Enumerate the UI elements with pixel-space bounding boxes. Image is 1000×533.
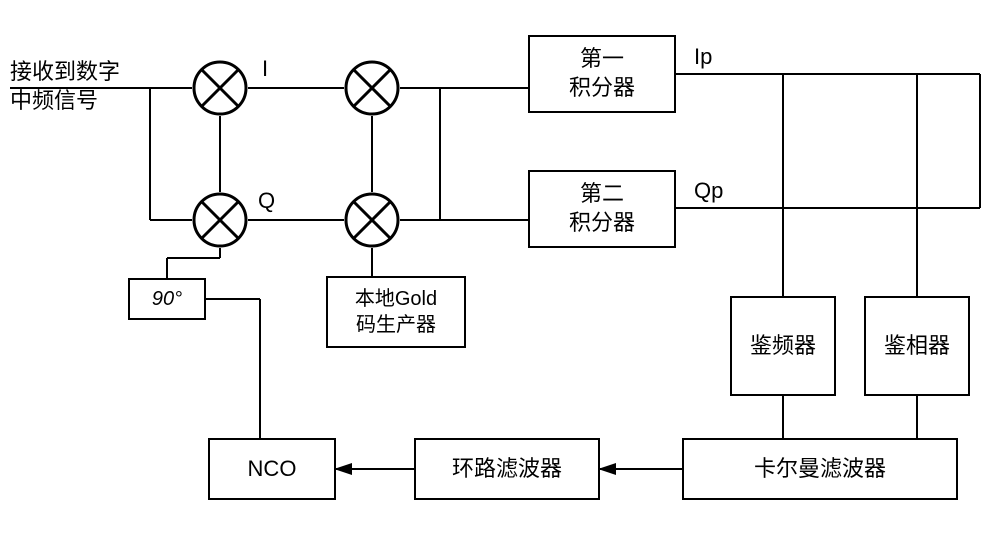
gold-code-block: 本地Gold 码生产器 bbox=[326, 276, 466, 348]
integrator-1-block: 第一 积分器 bbox=[528, 35, 676, 113]
input-signal-label: 接收到数字 中频信号 bbox=[10, 58, 120, 115]
signal-label-ip: Ip bbox=[694, 44, 712, 70]
signal-label-i: I bbox=[262, 56, 268, 82]
integrator-2-block: 第二 积分器 bbox=[528, 170, 676, 248]
mixer-3 bbox=[192, 192, 248, 248]
nco-block: NCO bbox=[208, 438, 336, 500]
freq-discriminator-block: 鉴频器 bbox=[730, 296, 836, 396]
mixer-2 bbox=[344, 60, 400, 116]
phase-discriminator-block: 鉴相器 bbox=[864, 296, 970, 396]
kalman-filter-block: 卡尔曼滤波器 bbox=[682, 438, 958, 500]
signal-label-q: Q bbox=[258, 188, 275, 214]
mixer-4 bbox=[344, 192, 400, 248]
mixer-1 bbox=[192, 60, 248, 116]
signal-label-qp: Qp bbox=[694, 178, 723, 204]
loop-filter-block: 环路滤波器 bbox=[414, 438, 600, 500]
phase-90-block: 90° bbox=[128, 278, 206, 320]
